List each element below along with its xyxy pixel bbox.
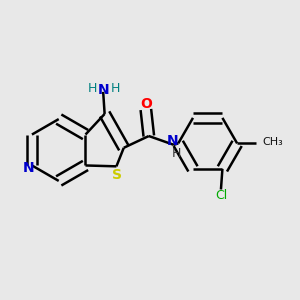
Text: N: N: [98, 83, 110, 98]
Text: O: O: [140, 97, 152, 111]
Text: Cl: Cl: [215, 190, 228, 202]
Text: H: H: [111, 82, 120, 94]
Text: H: H: [172, 147, 181, 160]
Text: N: N: [167, 134, 178, 148]
Text: N: N: [22, 161, 34, 175]
Text: S: S: [112, 168, 122, 182]
Text: H: H: [87, 82, 97, 94]
Text: CH₃: CH₃: [263, 137, 284, 148]
